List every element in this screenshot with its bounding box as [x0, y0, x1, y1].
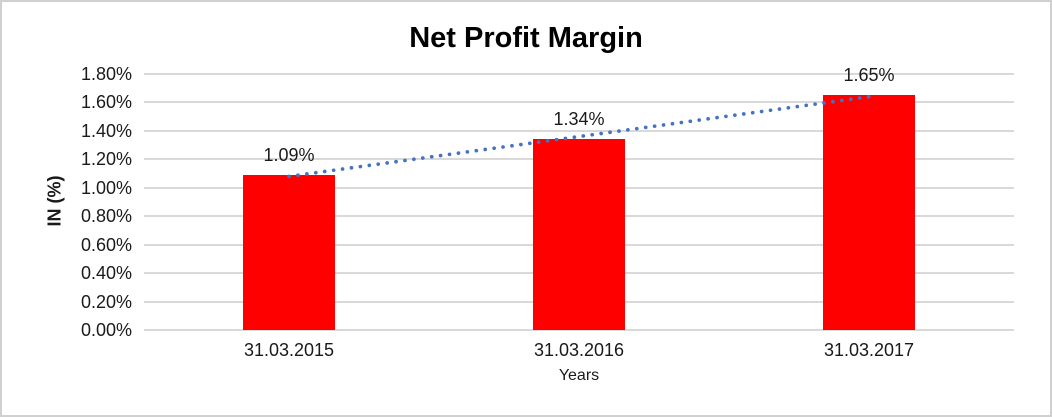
y-tick-label: 1.00%: [80, 177, 132, 198]
gridline: [144, 73, 1014, 75]
bar-31.03.2015: [243, 175, 335, 330]
x-tick-label: 31.03.2015: [243, 340, 335, 360]
y-tick-label: 1.60%: [80, 92, 132, 113]
bar-31.03.2017: [823, 95, 915, 330]
x-axis-title: Years: [558, 367, 600, 384]
y-tick-label: 0.80%: [80, 206, 132, 227]
y-tick-label: 1.40%: [80, 120, 132, 141]
chart-title: Net Profit Margin: [409, 22, 643, 54]
plot-area: 1.09% 1.34% 1.65%: [144, 65, 1014, 331]
gridline: [144, 329, 1014, 331]
bar-data-label: 1.65%: [843, 65, 895, 85]
y-tick-label: 0.40%: [80, 263, 132, 284]
y-tick-label: 0.00%: [80, 320, 132, 340]
y-tick-label: 0.60%: [80, 234, 132, 255]
x-tick-label: 31.03.2016: [533, 340, 625, 360]
bar-data-label: 1.09%: [263, 145, 315, 165]
y-tick-label: 1.20%: [80, 149, 132, 170]
y-tick-label: 1.80%: [80, 64, 132, 84]
bar-data-label: 1.34%: [553, 109, 605, 129]
x-tick-label: 31.03.2017: [823, 340, 915, 360]
bar-31.03.2016: [533, 139, 625, 330]
y-tick-label: 0.20%: [80, 291, 132, 312]
